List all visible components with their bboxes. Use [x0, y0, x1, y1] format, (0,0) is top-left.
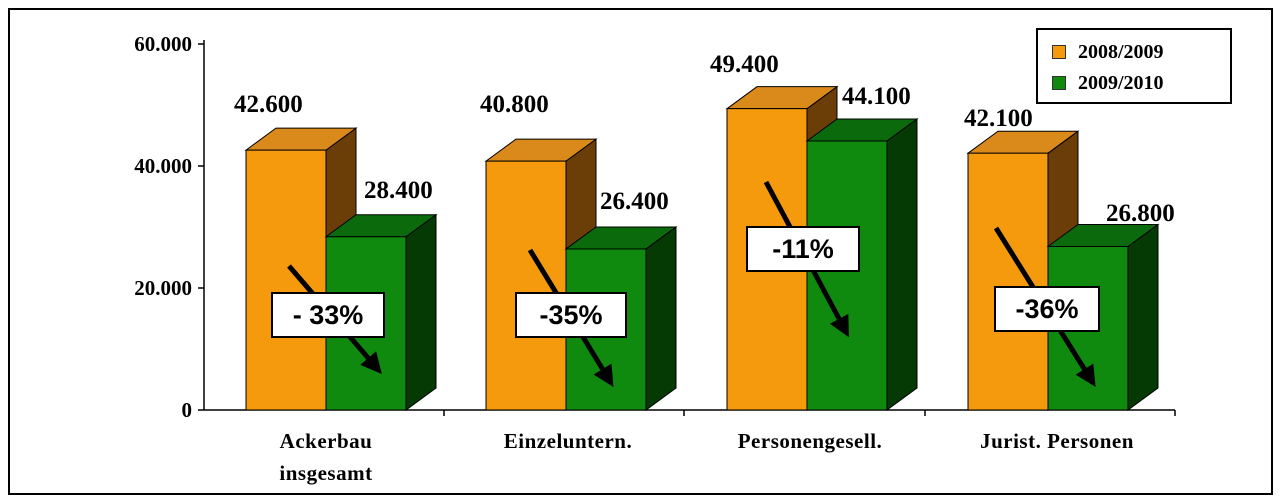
value-label-0-1: 28.400: [364, 177, 433, 204]
change-label-1: -35%: [539, 300, 602, 330]
y-tick-label-3: 60.000: [134, 32, 192, 56]
legend-label-2009: 2009/2010: [1078, 71, 1164, 94]
y-tick-label-2: 40.000: [134, 154, 192, 178]
legend-label-2008: 2008/2009: [1078, 40, 1164, 63]
bar-3-1-side: [1127, 223, 1159, 411]
x-tick-label-1-0: Einzeluntern.: [504, 429, 632, 453]
change-box-2: [746, 226, 860, 272]
value-label-1-0: 40.800: [480, 91, 549, 118]
value-label-0-0: 42.600: [234, 91, 303, 118]
x-tick-label-0-1: insgesamt: [279, 461, 372, 485]
value-label-1-1: 26.400: [600, 188, 669, 215]
legend-swatch-2008: [1052, 45, 1066, 59]
change-label-0: - 33%: [293, 300, 364, 330]
change-label-3: -36%: [1015, 294, 1078, 324]
bar-2-1-side: [886, 118, 918, 411]
legend: 2008/2009 2009/2010: [1036, 28, 1232, 104]
x-tick-label-0-0: Ackerbau: [280, 429, 373, 453]
legend-item-2008: 2008/2009: [1052, 37, 1164, 67]
bar-1-1-side: [645, 225, 677, 411]
legend-swatch-2009: [1052, 76, 1066, 90]
bar-0-1-side: [405, 213, 437, 411]
bar-2-1: [806, 140, 888, 411]
bar-0-0: [245, 149, 327, 411]
value-label-3-1: 26.800: [1106, 200, 1175, 227]
y-tick-label-1: 20.000: [134, 276, 192, 300]
bar-chart: 0 20.000 40.000 60.000 42.600 28.400 - 33% Acke…: [134, 32, 1176, 485]
value-label-2-1: 44.100: [842, 83, 911, 110]
y-tick-label-0: 0: [182, 398, 193, 422]
value-label-3-0: 42.100: [964, 105, 1033, 132]
legend-item-2009: 2009/2010: [1052, 68, 1164, 98]
chart-frame: 0 20.000 40.000 60.000 42.600 28.400 - 33% Acke…: [8, 8, 1273, 495]
change-box-0: [271, 292, 385, 338]
change-label-2: -11%: [772, 234, 834, 264]
value-label-2-0: 49.400: [710, 51, 779, 78]
change-box-3: [994, 286, 1100, 332]
x-tick-label-2-0: Personengesell.: [738, 429, 883, 453]
change-box-1: [515, 292, 627, 338]
bar-3-0: [967, 152, 1049, 411]
x-tick-label-3-0: Jurist. Personen: [980, 429, 1134, 453]
